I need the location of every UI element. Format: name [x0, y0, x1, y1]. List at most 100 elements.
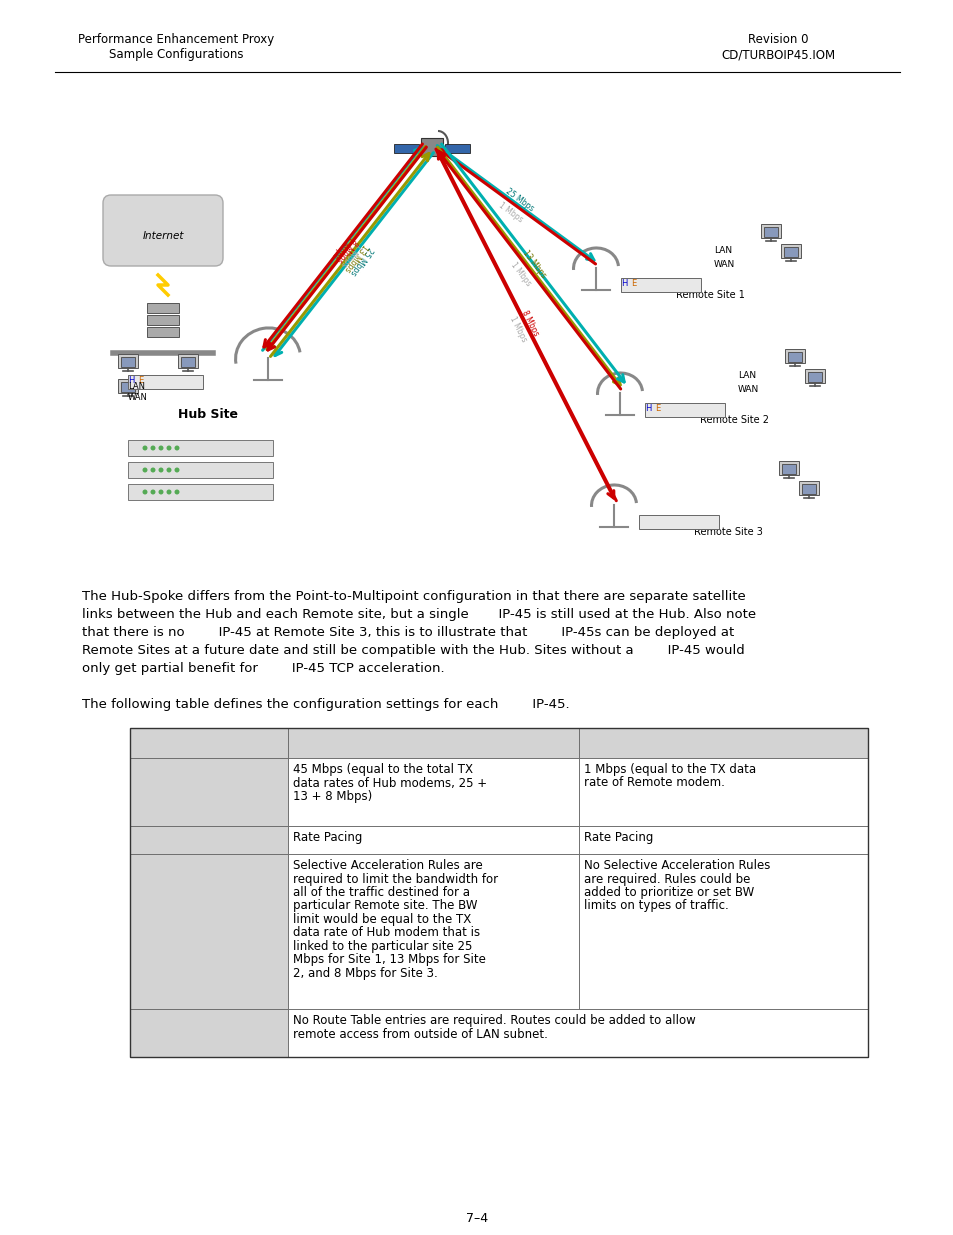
Text: 13 Mbps: 13 Mbps [343, 242, 370, 273]
Text: The Hub-Spoke differs from the Point-to-Multipoint configuration in that there a: The Hub-Spoke differs from the Point-to-… [82, 590, 745, 603]
Circle shape [158, 446, 163, 451]
Bar [181, 357, 194, 367]
Text: 1 Mbps: 1 Mbps [508, 315, 528, 343]
Text: 1 Mbps: 1 Mbps [330, 233, 355, 259]
Text: Rate Pacing: Rate Pacing [293, 831, 362, 844]
Bar [781, 245, 801, 258]
Circle shape [142, 446, 148, 451]
Bar [130, 1009, 288, 1057]
Text: that there is no        IP-45 at Remote Site 3, this is to illustrate that      : that there is no IP-45 at Remote Site 3,… [82, 626, 734, 638]
Bar [394, 144, 418, 153]
Text: 13 Mbps: 13 Mbps [520, 248, 547, 280]
Bar [147, 327, 179, 337]
Text: 45 Mbps (equal to the total TX: 45 Mbps (equal to the total TX [293, 763, 473, 776]
Bar [807, 372, 821, 382]
Bar [128, 440, 273, 456]
Text: are required. Rules could be: are required. Rules could be [583, 872, 750, 885]
Text: Remote Site 1: Remote Site 1 [676, 290, 744, 300]
Bar [787, 352, 801, 362]
Text: Selective Acceleration Rules are: Selective Acceleration Rules are [293, 860, 482, 872]
Text: data rates of Hub modems, 25 +: data rates of Hub modems, 25 + [293, 777, 487, 789]
Bar [781, 464, 795, 474]
Text: Performance Enhancement Proxy: Performance Enhancement Proxy [78, 33, 274, 46]
Text: 7–4: 7–4 [465, 1212, 488, 1225]
Bar [147, 315, 179, 325]
Bar [130, 853, 288, 1009]
Text: Rate Pacing: Rate Pacing [583, 831, 653, 844]
Circle shape [151, 468, 155, 473]
Text: 8 Mbps: 8 Mbps [335, 237, 358, 264]
Text: 25 Mbps: 25 Mbps [503, 186, 535, 214]
Text: Remote Site 3: Remote Site 3 [693, 527, 762, 537]
Text: data rate of Hub modem that is: data rate of Hub modem that is [293, 926, 479, 940]
Text: LAN: LAN [738, 370, 756, 380]
Text: No Route Table entries are required. Routes could be added to allow: No Route Table entries are required. Rou… [293, 1014, 695, 1028]
Circle shape [158, 468, 163, 473]
Text: LAN: LAN [713, 246, 731, 254]
Bar [288, 853, 578, 1009]
Text: WAN: WAN [128, 393, 148, 403]
Bar [128, 462, 273, 478]
Text: Revision 0: Revision 0 [747, 33, 807, 46]
Circle shape [174, 446, 179, 451]
Circle shape [151, 489, 155, 494]
Bar [118, 354, 138, 368]
Bar [799, 480, 818, 495]
Bar [420, 138, 442, 156]
Circle shape [167, 489, 172, 494]
Text: 1 Mbps: 1 Mbps [497, 201, 523, 225]
Text: linked to the particular site 25: linked to the particular site 25 [293, 940, 472, 953]
Bar [288, 1009, 867, 1057]
Text: rate of Remote modem.: rate of Remote modem. [583, 777, 724, 789]
Text: limits on types of traffic.: limits on types of traffic. [583, 899, 728, 913]
Circle shape [142, 468, 148, 473]
Bar [288, 727, 578, 758]
Circle shape [174, 468, 179, 473]
Bar [178, 354, 198, 368]
Bar [121, 382, 135, 391]
Bar [578, 727, 867, 758]
Bar [444, 144, 470, 153]
Text: 13 + 8 Mbps): 13 + 8 Mbps) [293, 790, 372, 803]
Bar [118, 379, 138, 393]
Text: H: H [128, 375, 134, 385]
Bar [121, 357, 135, 367]
Text: remote access from outside of LAN subnet.: remote access from outside of LAN subnet… [293, 1028, 547, 1041]
Text: 8 Mbps: 8 Mbps [519, 309, 539, 337]
Circle shape [158, 489, 163, 494]
Circle shape [167, 468, 172, 473]
Text: 2, and 8 Mbps for Site 3.: 2, and 8 Mbps for Site 3. [293, 967, 437, 981]
Bar [578, 826, 867, 853]
Text: Internet: Internet [142, 231, 184, 241]
Bar [130, 826, 288, 853]
Bar [804, 369, 824, 383]
Text: E: E [655, 404, 659, 412]
Bar [128, 484, 273, 500]
Bar [578, 758, 867, 826]
Bar [128, 375, 203, 389]
Text: LAN: LAN [128, 382, 145, 391]
Bar [288, 826, 578, 853]
Bar [801, 484, 815, 494]
Circle shape [174, 489, 179, 494]
Text: WAN: WAN [713, 261, 735, 269]
Text: Remote Site 2: Remote Site 2 [700, 415, 768, 425]
Bar [130, 727, 867, 1057]
Bar [578, 853, 867, 1009]
Text: links between the Hub and each Remote site, but a single       IP-45 is still us: links between the Hub and each Remote si… [82, 608, 756, 621]
Circle shape [142, 489, 148, 494]
Text: E: E [138, 375, 143, 385]
Bar [779, 461, 799, 475]
Bar [784, 350, 804, 363]
Text: Remote Sites at a future date and still be compatible with the Hub. Sites withou: Remote Sites at a future date and still … [82, 643, 744, 657]
Text: Hub Site: Hub Site [178, 408, 237, 421]
Text: Sample Configurations: Sample Configurations [109, 48, 243, 61]
Text: 1 Mbps (equal to the TX data: 1 Mbps (equal to the TX data [583, 763, 756, 776]
Bar [760, 224, 781, 238]
Circle shape [167, 446, 172, 451]
Bar [288, 758, 578, 826]
Text: H: H [644, 404, 651, 412]
Bar [763, 227, 778, 237]
Text: 1 Mbps: 1 Mbps [509, 261, 533, 288]
Text: No Selective Acceleration Rules: No Selective Acceleration Rules [583, 860, 770, 872]
